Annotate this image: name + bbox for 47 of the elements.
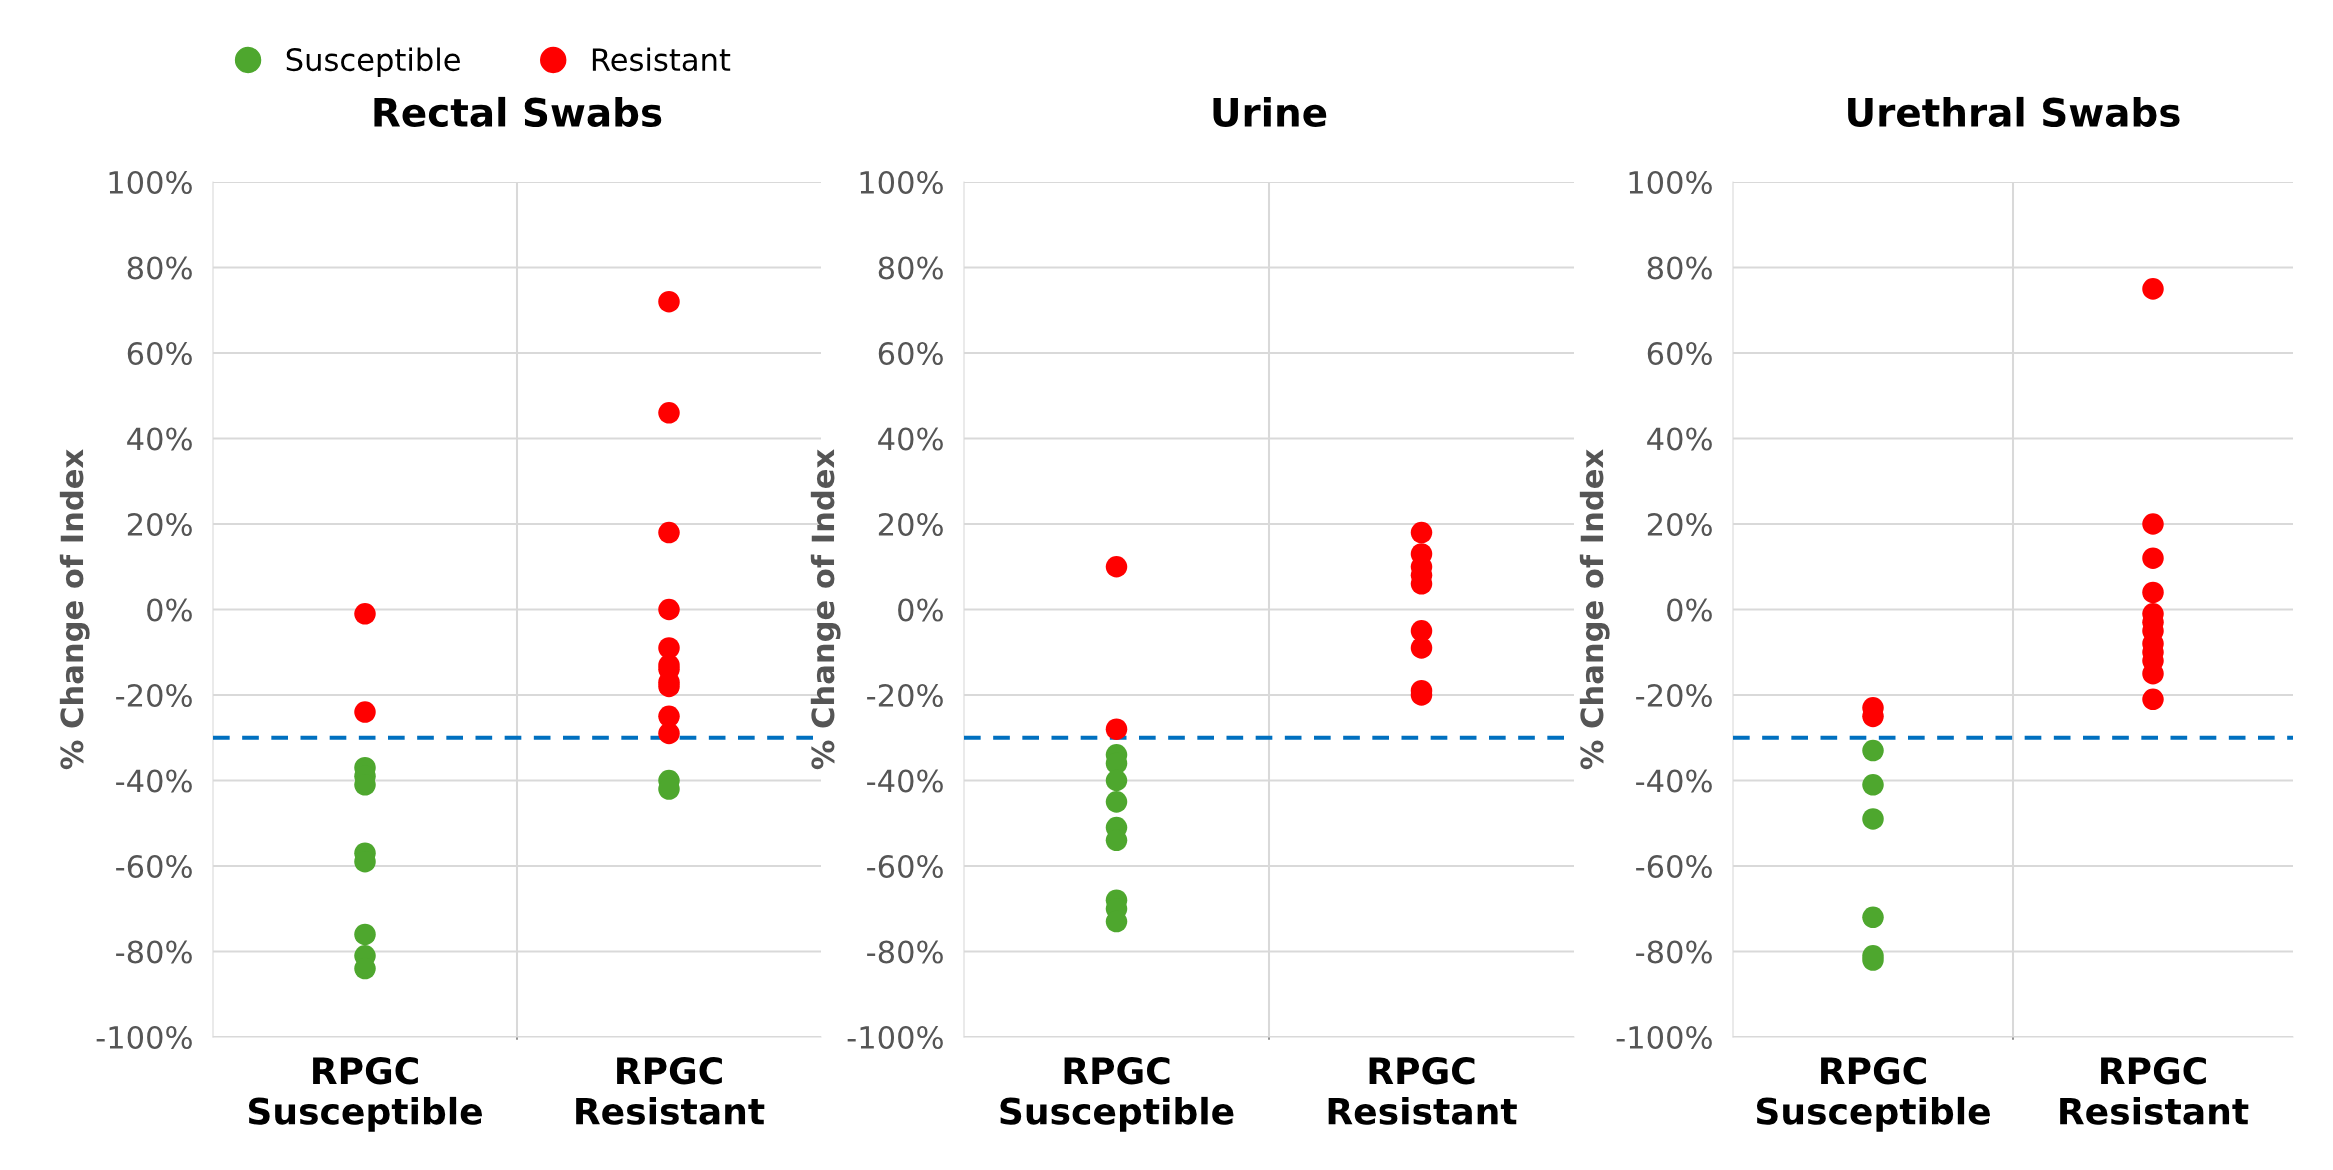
y-tick-label: 0%: [147, 598, 192, 622]
y-tick-label: -40%: [1636, 769, 1712, 793]
x-tick-label: RPGC Susceptible: [248, 1057, 482, 1132]
y-tick-label: 80%: [878, 256, 943, 280]
y-tick-label: 20%: [127, 512, 192, 537]
y-axis-title: % Change of Index: [59, 449, 90, 770]
y-tick-label: -100%: [1616, 1025, 1712, 1050]
y-tick-label: 80%: [1647, 256, 1712, 280]
y-tick-label: 100%: [109, 170, 192, 195]
y-tick-label: 0%: [898, 598, 943, 622]
y-tick-label: 100%: [1629, 170, 1712, 195]
y-tick-label: 60%: [127, 341, 192, 366]
y-axis-title: % Change of Index: [810, 449, 841, 770]
y-tick-label: 40%: [1647, 427, 1712, 451]
y-tick-label: 100%: [860, 170, 943, 195]
y-tick-label: 40%: [127, 427, 192, 451]
y-tick-label: -100%: [847, 1025, 943, 1050]
y-tick-label: 20%: [878, 512, 943, 537]
y-tick-label: -80%: [867, 940, 943, 964]
chart-title: Urethral Swabs: [1848, 96, 2180, 127]
x-tick-label: RPGC Susceptible: [1000, 1057, 1234, 1132]
y-tick-label: -20%: [867, 683, 943, 708]
y-tick-label: -60%: [1636, 854, 1712, 879]
legend-label: Resistant: [592, 47, 731, 72]
chart-title: Urine: [1213, 96, 1327, 127]
y-tick-label: 20%: [1647, 512, 1712, 537]
y-tick-label: -40%: [116, 769, 192, 793]
chart-title: Rectal Swabs: [374, 96, 662, 127]
x-tick-label: RPGC Susceptible: [1756, 1057, 1990, 1132]
y-tick-label: -20%: [116, 683, 192, 708]
y-tick-label: -20%: [1636, 683, 1712, 708]
x-tick-label: RPGC Resistant: [1328, 1057, 1517, 1125]
y-tick-label: -100%: [96, 1025, 192, 1050]
y-tick-label: 80%: [127, 256, 192, 280]
y-tick-label: 60%: [878, 341, 943, 366]
y-tick-label: 0%: [1667, 598, 1712, 622]
y-tick-label: 60%: [1647, 341, 1712, 366]
x-tick-label: RPGC Resistant: [2060, 1057, 2249, 1125]
y-tick-label: -40%: [867, 769, 943, 793]
x-tick-label: RPGC Resistant: [576, 1057, 765, 1125]
y-tick-label: -80%: [116, 940, 192, 964]
y-tick-label: -80%: [1636, 940, 1712, 964]
y-axis-title: % Change of Index: [1579, 449, 1610, 770]
y-tick-label: -60%: [116, 854, 192, 879]
y-tick-label: -60%: [867, 854, 943, 879]
legend-label: Susceptible: [286, 47, 460, 78]
y-tick-label: 40%: [878, 427, 943, 451]
